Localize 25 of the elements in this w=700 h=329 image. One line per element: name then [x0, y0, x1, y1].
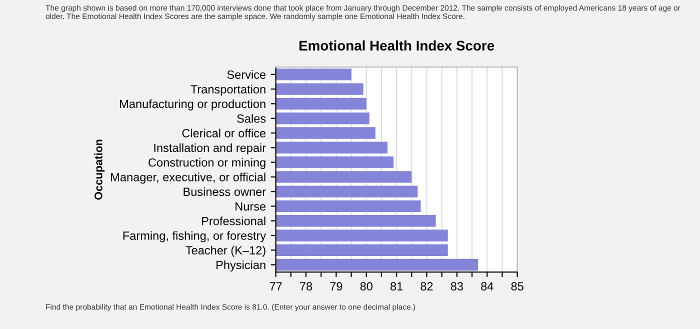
- x-tick-label: 84: [481, 282, 494, 290]
- x-tick-label: 83: [450, 282, 463, 290]
- y-tick-label: Business owner: [184, 187, 266, 196]
- x-tick-label: 81: [390, 282, 403, 290]
- y-tick-label: Physician: [216, 260, 266, 272]
- x-tick-label: 79: [330, 282, 342, 290]
- x-tick-label: 78: [300, 282, 312, 290]
- chart-title: Emotional Health Index Score: [299, 40, 494, 51]
- y-tick-label: Sales: [237, 114, 266, 123]
- y-tick-label: Professional: [202, 216, 266, 226]
- x-tick-label: 85: [511, 282, 524, 290]
- y-tick-label: Manager, executive, or official: [111, 172, 266, 184]
- y-tick-label: Teacher (K–12): [186, 246, 266, 257]
- y-axis-title: Occupation: [94, 140, 105, 200]
- y-tick-label: Farming, fishing, or forestry: [123, 231, 266, 242]
- y-tick-label: Nurse: [236, 202, 266, 211]
- y-tick-label: Clerical or office: [182, 128, 266, 138]
- y-tick-label: Service: [227, 70, 266, 79]
- y-tick-label: Manufacturing or production: [120, 99, 266, 110]
- x-tick-label: 77: [270, 282, 282, 290]
- x-tick-label: 82: [420, 282, 433, 290]
- y-tick-label: Transportation: [190, 84, 266, 96]
- x-tick-label: 80: [360, 282, 372, 290]
- y-tick-label: Installation and repair: [154, 143, 266, 154]
- y-tick-label: Construction or mining: [148, 158, 266, 170]
